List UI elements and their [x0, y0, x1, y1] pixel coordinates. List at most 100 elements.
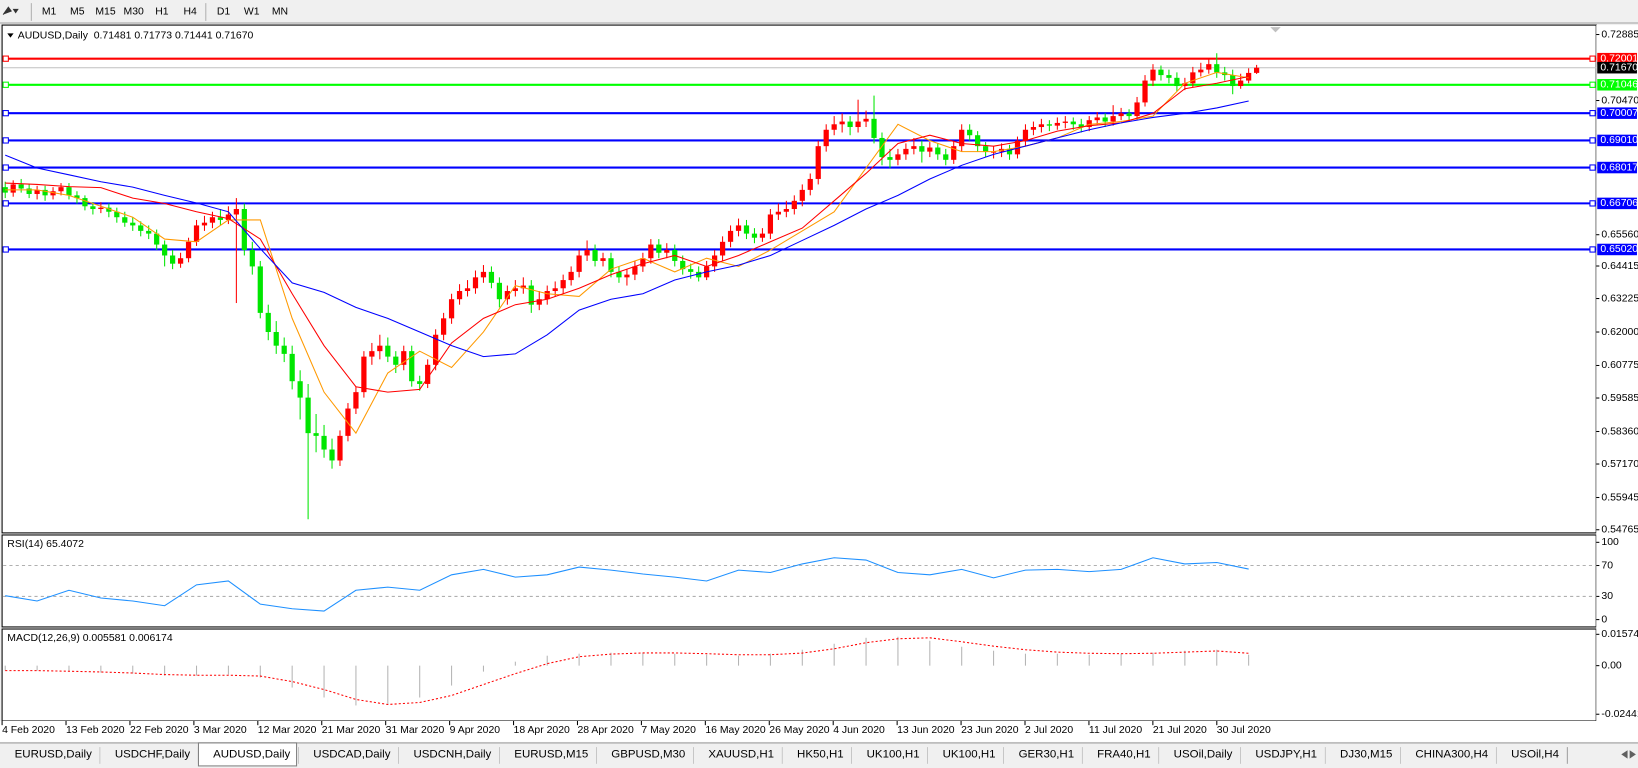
level-anchor[interactable] [1589, 110, 1596, 117]
time-label: 26 May 2020 [769, 725, 830, 736]
tab-label[interactable]: CHINA300,H4 [1415, 748, 1488, 760]
candle-body [169, 255, 176, 264]
y-tick-label: 0.54765 [1601, 525, 1638, 536]
level-anchor[interactable] [2, 55, 9, 62]
candle-body [759, 233, 766, 238]
level-anchor[interactable] [1589, 137, 1596, 144]
tab-label[interactable]: DJ30,M15 [1340, 748, 1392, 760]
tab-label[interactable]: HK50,H1 [797, 748, 844, 760]
candle-body [799, 189, 805, 201]
candle-body [393, 356, 399, 365]
tab-label[interactable]: USDCNH,Daily [413, 748, 491, 760]
candle-body [433, 334, 439, 365]
candle-body [440, 318, 447, 335]
level-label: 0.71046 [1600, 80, 1638, 91]
candle-body [1150, 69, 1156, 81]
level-anchor[interactable] [1589, 81, 1596, 88]
tab-label[interactable]: AUDUSD,Daily [213, 748, 290, 760]
candle-body [839, 121, 845, 125]
tab-label[interactable]: USOil,Daily [1174, 748, 1233, 760]
candle-body [385, 345, 391, 357]
tab[interactable] [596, 745, 692, 766]
candle-body [1126, 113, 1132, 117]
level-anchor[interactable] [2, 200, 9, 207]
candle-body [967, 129, 973, 136]
draw-tool-icon[interactable] [2, 6, 19, 15]
level-anchor[interactable] [1589, 164, 1596, 171]
tab-label[interactable]: USDJPY,H1 [1255, 748, 1317, 760]
time-label: 22 Feb 2020 [130, 725, 189, 736]
tab[interactable] [298, 745, 397, 766]
tab-label[interactable]: XAUUSD,H1 [708, 748, 774, 760]
candle-body [584, 250, 590, 256]
candle-body [496, 282, 503, 300]
tab-label[interactable]: USDCAD,Daily [313, 748, 390, 760]
level-anchor[interactable] [2, 164, 9, 171]
tab-label[interactable]: GER30,H1 [1019, 748, 1075, 760]
shift-marker[interactable] [1270, 27, 1281, 33]
level-anchor[interactable] [2, 137, 9, 144]
level-anchor[interactable] [2, 246, 9, 253]
tab[interactable] [1496, 745, 1566, 766]
timeframe-button[interactable]: M30 [124, 6, 144, 17]
tab[interactable] [693, 745, 781, 766]
timeframe-button[interactable]: H1 [155, 6, 169, 17]
candle-body [313, 433, 319, 436]
tab[interactable] [1400, 745, 1495, 766]
tab[interactable] [782, 745, 850, 766]
timeframe-button[interactable]: D1 [217, 6, 231, 17]
level-anchor[interactable] [1589, 55, 1596, 62]
tab-label[interactable]: EURUSD,M15 [514, 748, 588, 760]
tab[interactable] [0, 745, 99, 766]
candle-body [321, 435, 327, 450]
tab[interactable] [499, 745, 595, 766]
tab-label[interactable]: UK100,H1 [943, 748, 996, 760]
candle-body [863, 118, 869, 122]
candle-body [1022, 129, 1029, 141]
macd-title: MACD(12,26,9) 0.005581 0.006174 [7, 633, 173, 644]
tab-label[interactable]: EURUSD,Daily [15, 748, 92, 760]
panel-menu-arrow[interactable] [7, 33, 14, 38]
candle-body [711, 255, 718, 267]
candle-body [504, 291, 510, 300]
tab[interactable] [1159, 745, 1239, 766]
candle-body [472, 277, 479, 289]
candle-body [696, 271, 702, 278]
candle-body [831, 124, 837, 130]
tab-label[interactable]: GBPUSD,M30 [611, 748, 685, 760]
candle-body [1038, 124, 1045, 128]
candle-body [791, 200, 797, 210]
candle-body [1054, 122, 1060, 126]
tab-label[interactable]: UK100,H1 [867, 748, 920, 760]
level-anchor[interactable] [2, 81, 9, 88]
level-anchor[interactable] [1589, 246, 1596, 253]
tab[interactable] [851, 745, 926, 766]
level-anchor[interactable] [1589, 200, 1596, 207]
tab[interactable] [1240, 745, 1324, 766]
y-tick-label: 30 [1601, 591, 1613, 602]
timeframe-button[interactable]: MN [272, 6, 288, 17]
candle-body [377, 345, 383, 352]
tab[interactable] [100, 745, 197, 766]
tab[interactable] [1003, 745, 1081, 766]
tab[interactable] [1082, 745, 1157, 766]
tab-scroll[interactable] [1621, 750, 1636, 759]
timeframe-button[interactable]: W1 [244, 6, 260, 17]
level-anchor[interactable] [2, 110, 9, 117]
timeframe-button[interactable]: M1 [42, 6, 57, 17]
tab-label[interactable]: USOil,H4 [1511, 748, 1559, 760]
candle-body [425, 364, 431, 384]
tab[interactable] [927, 745, 1002, 766]
timeframe-button[interactable]: M15 [95, 6, 115, 17]
tab[interactable] [1325, 745, 1399, 766]
timeframe-button[interactable]: H4 [183, 6, 197, 17]
candle-body [664, 250, 670, 253]
candle-body [1158, 69, 1164, 76]
tab-label[interactable]: USDCHF,Daily [115, 748, 191, 760]
tab[interactable] [197, 742, 298, 767]
rsi-panel [1, 534, 1597, 628]
tab[interactable] [398, 745, 498, 766]
tab-label[interactable]: FRA40,H1 [1097, 748, 1151, 760]
timeframe-button[interactable]: M5 [70, 6, 85, 17]
candle-body [640, 258, 646, 267]
